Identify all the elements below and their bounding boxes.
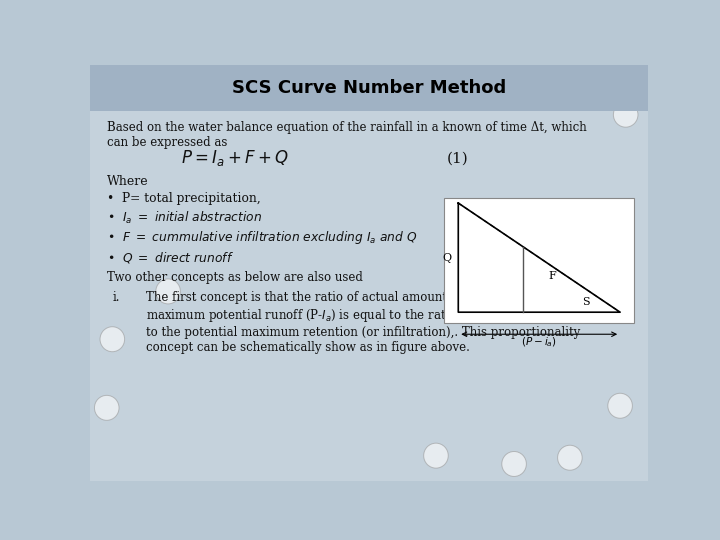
Ellipse shape	[156, 279, 181, 304]
Bar	[90, 377, 648, 481]
Text: (1): (1)	[447, 151, 469, 165]
Bar	[90, 168, 648, 273]
Ellipse shape	[100, 327, 125, 352]
Text: Where: Where	[107, 175, 148, 188]
Text: SCS Curve Number Method: SCS Curve Number Method	[232, 79, 506, 97]
Text: Q: Q	[443, 253, 451, 262]
Ellipse shape	[94, 395, 119, 420]
Ellipse shape	[557, 446, 582, 470]
Bar	[90, 273, 648, 377]
Text: i.: i.	[112, 292, 120, 305]
Text: Two other concepts as below are also used: Two other concepts as below are also use…	[107, 271, 363, 284]
Bar	[90, 65, 648, 168]
Text: S: S	[582, 297, 590, 307]
Text: Based on the water balance equation of the rainfall in a known of time Δt, which: Based on the water balance equation of t…	[107, 121, 587, 149]
Text: The first concept is that the ratio of actual amount direct runoff (Q) to
maximu: The first concept is that the ratio of a…	[145, 292, 600, 354]
Bar	[444, 198, 634, 322]
Text: •  $F$ $=$ $cummulative$ $infiltration$ $excluding$ $I_a$ $and$ $Q$: • $F$ $=$ $cummulative$ $infiltration$ $…	[107, 229, 417, 246]
Text: $(P - i_a)$: $(P - i_a)$	[521, 335, 557, 349]
Bar	[90, 65, 648, 111]
Text: •  $Q$ $=$ $direct$ $runoff$: • $Q$ $=$ $direct$ $runoff$	[107, 250, 233, 265]
Text: •  P= total precipitation,: • P= total precipitation,	[107, 192, 261, 205]
Ellipse shape	[423, 443, 449, 468]
Ellipse shape	[502, 451, 526, 476]
Text: $P = I_a + F + Q$: $P = I_a + F + Q$	[181, 148, 289, 168]
Text: F: F	[548, 271, 556, 281]
Text: •  $I_a$ $=$ $initial$ $abstraction$: • $I_a$ $=$ $initial$ $abstraction$	[107, 210, 262, 226]
Ellipse shape	[608, 393, 632, 418]
Ellipse shape	[613, 102, 638, 127]
